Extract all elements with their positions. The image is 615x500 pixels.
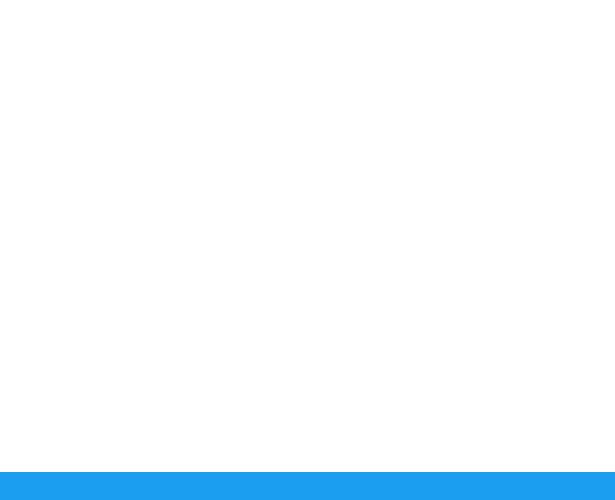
footer-bar — [0, 472, 615, 500]
legend — [392, 409, 610, 417]
us-states-map — [0, 52, 615, 402]
